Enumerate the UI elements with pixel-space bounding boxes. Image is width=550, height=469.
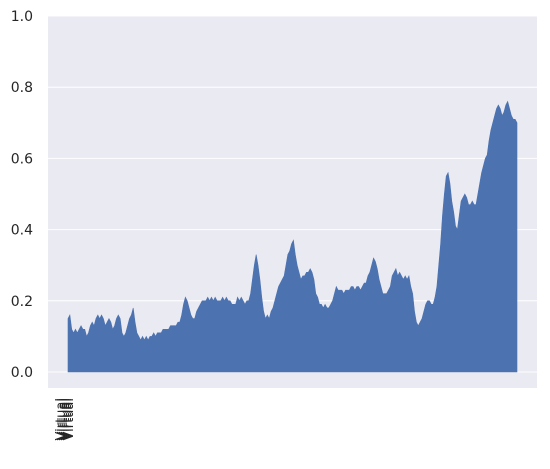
x-tick-label: Virtual [62,398,77,440]
x-tick-label: Virtual [56,398,71,440]
x-tick-label: Virtual [54,398,69,440]
x-tick-label: Virtual [58,398,73,440]
y-tick-label: 0.2 [11,294,33,310]
y-axis-tick-labels: 0.0 0.2 0.4 0.6 0.8 1.0 [11,9,33,381]
y-tick-label: 0.8 [11,80,33,96]
y-tick-label: 0.6 [11,151,33,167]
y-tick-label: 0.0 [11,365,33,381]
y-tick-label: 0.4 [11,223,33,239]
data-area [67,100,518,373]
y-tick-label: 1.0 [11,9,33,25]
x-tick-label: Virtual [60,398,75,440]
